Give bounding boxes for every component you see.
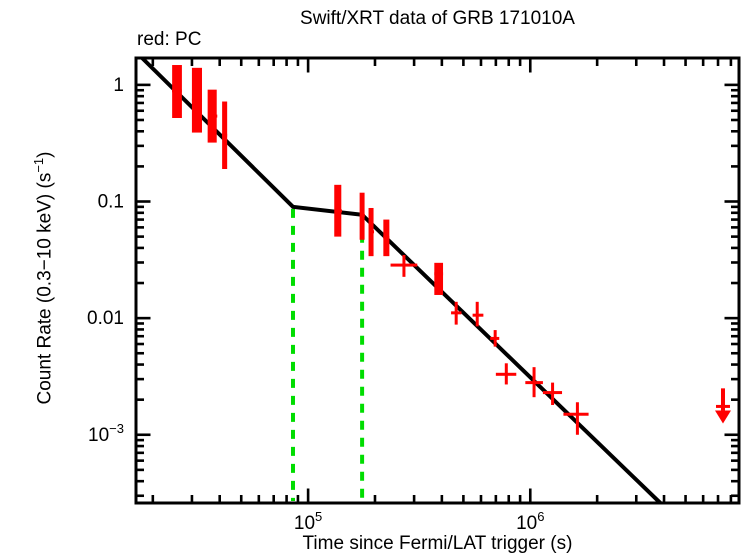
upper-limit-arrow — [714, 388, 731, 424]
data-point-vbar — [172, 65, 182, 118]
data-point-vbar — [222, 101, 228, 169]
data-point-vbar — [368, 207, 374, 257]
data-point-vbar — [504, 363, 508, 385]
svg-text:0.1: 0.1 — [98, 192, 124, 213]
plot-frame — [134, 56, 741, 505]
svg-text:0.01: 0.01 — [87, 308, 124, 329]
svg-text:105: 105 — [294, 509, 322, 534]
data-point-vbar — [191, 67, 202, 133]
data-point-vbar — [402, 254, 406, 277]
mode-legend: red: PC — [137, 29, 202, 50]
arrowhead-icon — [714, 410, 731, 424]
axis-ticks — [137, 59, 738, 502]
tick-labels: 105 106 1 0.1 0.01 10−3 — [87, 75, 544, 534]
data-point-vbar — [383, 219, 390, 257]
data-point-vbar — [207, 89, 217, 143]
data-point-vbar — [475, 301, 479, 327]
data-point-vbar — [334, 184, 342, 237]
data-point-vbar — [434, 262, 444, 295]
fit-line — [140, 56, 662, 505]
data-point-vbar — [454, 301, 458, 325]
svg-text:106: 106 — [516, 509, 544, 534]
data-point-vbar — [575, 402, 579, 435]
svg-text:1: 1 — [113, 75, 124, 96]
data-point-vbar — [359, 192, 365, 240]
data-point-vbar — [532, 367, 536, 398]
fit-break-lines — [290, 208, 365, 501]
data-point-vbar — [551, 382, 555, 405]
x-axis-label: Time since Fermi/LAT trigger (s) — [302, 533, 573, 554]
data-point-vbar — [493, 330, 497, 347]
data-points — [172, 65, 589, 435]
svg-text:10−3: 10−3 — [88, 421, 124, 446]
chart-title: Swift/XRT data of GRB 171010A — [300, 8, 575, 29]
